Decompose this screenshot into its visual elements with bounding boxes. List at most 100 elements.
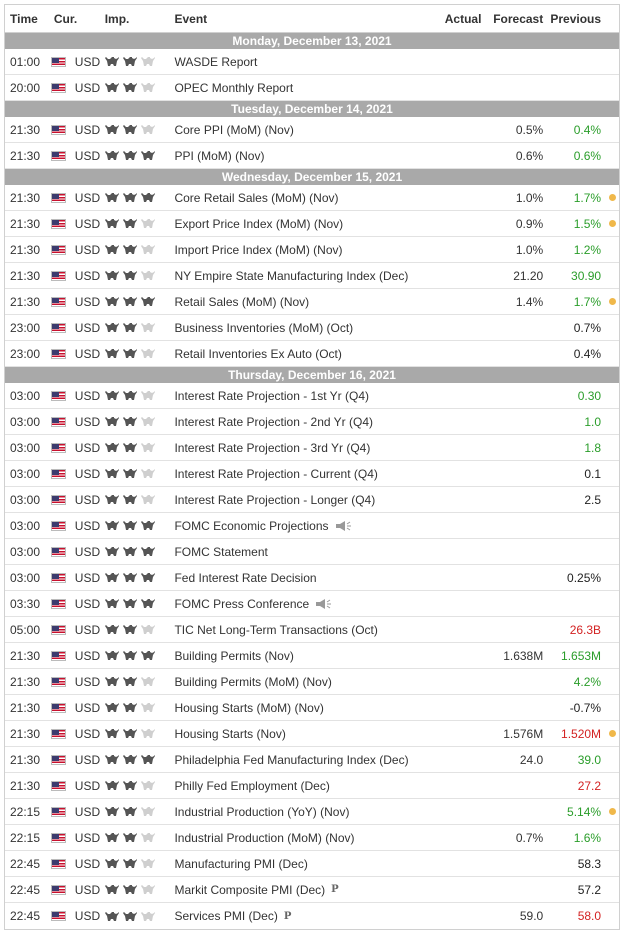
- event-name[interactable]: Core Retail Sales (MoM) (Nov): [174, 190, 339, 205]
- event-row[interactable]: 21:30 USD Import Price Index (MoM) (Nov) 1.…: [5, 237, 619, 263]
- event-name[interactable]: Retail Sales (MoM) (Nov): [174, 294, 310, 309]
- event-name[interactable]: FOMC Press Conference: [174, 596, 310, 611]
- event-cell[interactable]: Fed Interest Rate Decision: [170, 571, 423, 585]
- event-row[interactable]: 21:30 USD Building Permits (Nov) 1.638M 1.65…: [5, 643, 619, 669]
- event-name[interactable]: Fed Interest Rate Decision: [174, 570, 317, 585]
- event-name[interactable]: TIC Net Long-Term Transactions (Oct): [174, 622, 378, 637]
- event-cell[interactable]: Industrial Production (YoY) (Nov): [170, 805, 423, 819]
- event-name[interactable]: Housing Starts (Nov): [174, 726, 286, 741]
- event-cell[interactable]: WASDE Report: [170, 55, 423, 69]
- event-row[interactable]: 21:30 USD Philly Fed Employment (Dec) 27.2: [5, 773, 619, 799]
- event-row[interactable]: 21:30 USD Retail Sales (MoM) (Nov) 1.4% 1.7%: [5, 289, 619, 315]
- event-name[interactable]: Services PMI (Dec): [174, 909, 278, 923]
- event-cell[interactable]: Philadelphia Fed Manufacturing Index (De…: [170, 753, 423, 767]
- header-time[interactable]: Time: [10, 11, 38, 26]
- event-name[interactable]: Philadelphia Fed Manufacturing Index (De…: [174, 752, 409, 767]
- event-cell[interactable]: Housing Starts (Nov): [170, 727, 423, 741]
- event-cell[interactable]: Interest Rate Projection - Current (Q4): [170, 467, 423, 481]
- event-row[interactable]: 21:30 USD PPI (MoM) (Nov) 0.6% 0.6%: [5, 143, 619, 169]
- event-row[interactable]: 03:00 USD Fed Interest Rate Decision 0.25%: [5, 565, 619, 591]
- event-name[interactable]: Interest Rate Projection - Current (Q4): [174, 466, 378, 481]
- event-cell[interactable]: Retail Sales (MoM) (Nov): [170, 295, 423, 309]
- event-row[interactable]: 03:30 USD FOMC Press Conference: [5, 591, 619, 617]
- event-row[interactable]: 03:00 USD Interest Rate Projection - Longe…: [5, 487, 619, 513]
- event-cell[interactable]: Interest Rate Projection - Longer (Q4): [170, 493, 423, 507]
- alert-dot-icon[interactable]: [608, 298, 616, 305]
- event-cell[interactable]: Interest Rate Projection - 1st Yr (Q4): [170, 389, 423, 403]
- event-name[interactable]: Markit Composite PMI (Dec): [174, 882, 326, 897]
- header-importance[interactable]: Imp.: [104, 11, 130, 26]
- event-cell[interactable]: Housing Starts (MoM) (Nov): [170, 701, 423, 715]
- event-cell[interactable]: Industrial Production (MoM) (Nov): [170, 831, 423, 845]
- alert-dot-icon[interactable]: [608, 730, 616, 737]
- event-name[interactable]: Industrial Production (MoM) (Nov): [174, 830, 355, 845]
- event-cell[interactable]: TIC Net Long-Term Transactions (Oct): [170, 623, 423, 637]
- event-cell[interactable]: Manufacturing PMI (Dec): [170, 857, 423, 871]
- event-row[interactable]: 21:30 USD Core Retail Sales (MoM) (Nov) 1.0…: [5, 185, 619, 211]
- event-cell[interactable]: NY Empire State Manufacturing Index (Dec…: [170, 269, 423, 283]
- alert-dot-icon[interactable]: [608, 194, 616, 201]
- event-name[interactable]: Interest Rate Projection - Longer (Q4): [174, 492, 376, 507]
- event-name[interactable]: Business Inventories (MoM) (Oct): [174, 320, 354, 335]
- event-cell[interactable]: Services PMI (Dec) P: [170, 909, 423, 923]
- event-name[interactable]: Interest Rate Projection - 2nd Yr (Q4): [174, 414, 374, 429]
- event-cell[interactable]: Core Retail Sales (MoM) (Nov): [170, 191, 423, 205]
- event-name[interactable]: Import Price Index (MoM) (Nov): [174, 242, 343, 257]
- event-name[interactable]: Philly Fed Employment (Dec): [174, 778, 330, 793]
- event-row[interactable]: 21:30 USD Building Permits (MoM) (Nov) 4.2%: [5, 669, 619, 695]
- event-name[interactable]: FOMC Statement: [174, 544, 268, 559]
- header-currency[interactable]: Cur.: [53, 11, 78, 26]
- event-name[interactable]: PPI (MoM) (Nov): [174, 148, 265, 163]
- event-cell[interactable]: Export Price Index (MoM) (Nov): [170, 217, 423, 231]
- event-name[interactable]: OPEC Monthly Report: [174, 80, 294, 95]
- event-row[interactable]: 03:00 USD Interest Rate Projection - 3rd Y…: [5, 435, 619, 461]
- event-cell[interactable]: Building Permits (Nov): [170, 649, 423, 663]
- event-name[interactable]: Housing Starts (MoM) (Nov): [174, 700, 324, 715]
- event-cell[interactable]: Markit Composite PMI (Dec) P: [170, 883, 423, 897]
- event-name[interactable]: FOMC Economic Projections: [174, 518, 329, 533]
- event-cell[interactable]: Interest Rate Projection - 3rd Yr (Q4): [170, 441, 423, 455]
- event-name[interactable]: Export Price Index (MoM) (Nov): [174, 216, 344, 231]
- event-cell[interactable]: Import Price Index (MoM) (Nov): [170, 243, 423, 257]
- event-name[interactable]: Manufacturing PMI (Dec): [174, 856, 308, 871]
- event-cell[interactable]: Retail Inventories Ex Auto (Oct): [170, 347, 423, 361]
- event-name[interactable]: Interest Rate Projection - 3rd Yr (Q4): [174, 440, 371, 455]
- header-forecast[interactable]: Forecast: [493, 11, 544, 26]
- event-row[interactable]: 21:30 USD Core PPI (MoM) (Nov) 0.5% 0.4%: [5, 117, 619, 143]
- event-row[interactable]: 03:00 USD FOMC Economic Projections: [5, 513, 619, 539]
- alert-dot-icon[interactable]: [608, 808, 616, 815]
- event-row[interactable]: 21:30 USD Export Price Index (MoM) (Nov) 0.…: [5, 211, 619, 237]
- event-cell[interactable]: Interest Rate Projection - 2nd Yr (Q4): [170, 415, 423, 429]
- event-row[interactable]: 03:00 USD Interest Rate Projection - 1st Y…: [5, 383, 619, 409]
- event-row[interactable]: 23:00 USD Retail Inventories Ex Auto (Oct)…: [5, 341, 619, 367]
- event-row[interactable]: 22:45 USD Markit Composite PMI (Dec) P 57.2: [5, 877, 619, 903]
- header-previous[interactable]: Previous: [550, 11, 602, 26]
- event-cell[interactable]: Business Inventories (MoM) (Oct): [170, 321, 423, 335]
- event-name[interactable]: Building Permits (MoM) (Nov): [174, 674, 332, 689]
- event-row[interactable]: 21:30 USD Housing Starts (Nov) 1.576M 1.520M: [5, 721, 619, 747]
- event-row[interactable]: 22:15 USD Industrial Production (YoY) (Nov…: [5, 799, 619, 825]
- event-name[interactable]: Retail Inventories Ex Auto (Oct): [174, 346, 342, 361]
- event-cell[interactable]: FOMC Economic Projections: [170, 519, 423, 533]
- event-row[interactable]: 21:30 USD NY Empire State Manufacturing In…: [5, 263, 619, 289]
- event-row[interactable]: 22:45 USD Services PMI (Dec) P 59.0 58.0: [5, 903, 619, 929]
- header-event[interactable]: Event: [174, 11, 208, 26]
- event-cell[interactable]: Building Permits (MoM) (Nov): [170, 675, 423, 689]
- event-cell[interactable]: PPI (MoM) (Nov): [170, 149, 423, 163]
- event-name[interactable]: Core PPI (MoM) (Nov): [174, 122, 294, 137]
- header-actual[interactable]: Actual: [444, 11, 482, 26]
- event-cell[interactable]: Core PPI (MoM) (Nov): [170, 123, 423, 137]
- event-row[interactable]: 23:00 USD Business Inventories (MoM) (Oct)…: [5, 315, 619, 341]
- alert-dot-icon[interactable]: [608, 220, 616, 227]
- event-row[interactable]: 03:00 USD FOMC Statement: [5, 539, 619, 565]
- event-row[interactable]: 01:00 USD WASDE Report: [5, 49, 619, 75]
- event-row[interactable]: 03:00 USD Interest Rate Projection - Curre…: [5, 461, 619, 487]
- event-row[interactable]: 21:30 USD Philadelphia Fed Manufacturing I…: [5, 747, 619, 773]
- event-row[interactable]: 21:30 USD Housing Starts (MoM) (Nov) -0.7%: [5, 695, 619, 721]
- event-cell[interactable]: Philly Fed Employment (Dec): [170, 779, 423, 793]
- event-cell[interactable]: OPEC Monthly Report: [170, 81, 423, 95]
- event-cell[interactable]: FOMC Statement: [170, 545, 423, 559]
- event-cell[interactable]: FOMC Press Conference: [170, 597, 423, 611]
- event-name[interactable]: Interest Rate Projection - 1st Yr (Q4): [174, 388, 369, 403]
- event-row[interactable]: 20:00 USD OPEC Monthly Report: [5, 75, 619, 101]
